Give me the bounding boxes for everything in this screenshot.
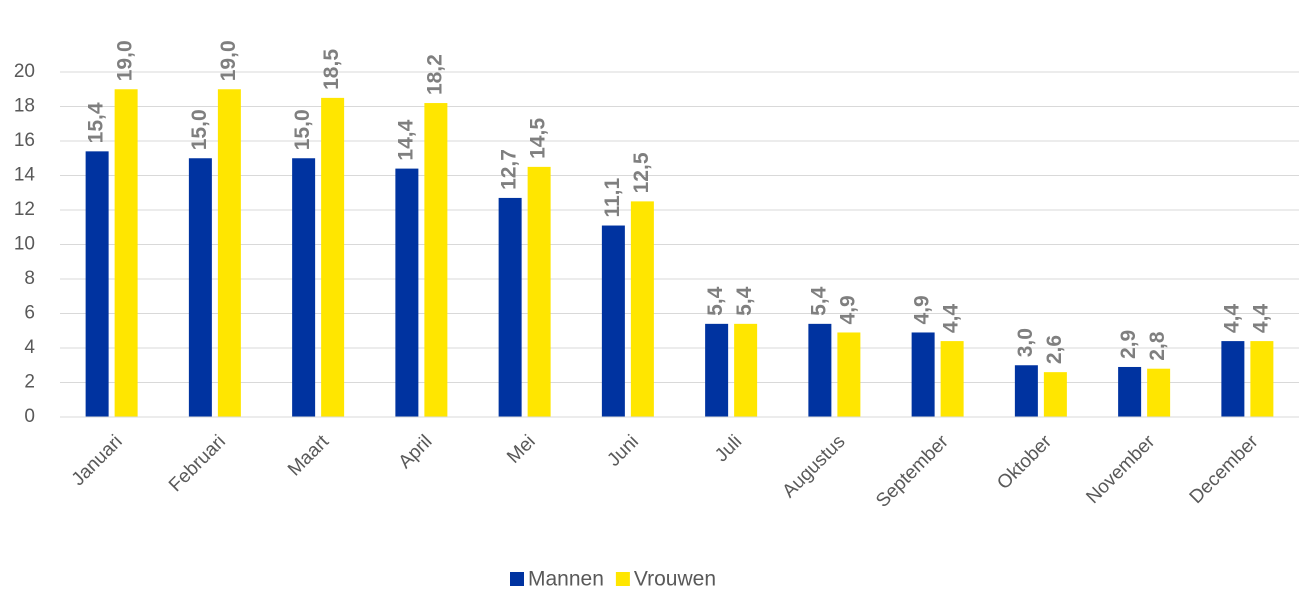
value-label: 4,9 (836, 295, 859, 324)
value-label: 5,4 (733, 286, 756, 316)
bar (498, 197, 522, 417)
value-label: 4,4 (940, 304, 963, 334)
x-tick-label: December (1186, 431, 1263, 508)
legend-swatch (615, 572, 630, 586)
bar (424, 103, 448, 418)
bar (85, 151, 109, 417)
bar (217, 89, 241, 417)
value-label: 2,9 (1117, 330, 1140, 359)
legend: Mannen Vrouwen (510, 568, 716, 591)
value-label: 2,8 (1146, 331, 1169, 361)
value-label: 14,4 (394, 119, 417, 160)
y-tick-label: 20 (14, 61, 35, 82)
legend-label: Mannen (528, 568, 604, 591)
y-tick-label: 6 (24, 303, 35, 324)
bar (114, 89, 138, 417)
value-label: 12,5 (630, 152, 653, 193)
bar (705, 323, 729, 417)
y-tick-label: 12 (14, 199, 35, 220)
x-tick-label: November (1082, 431, 1159, 508)
value-label: 15,0 (291, 109, 314, 150)
legend-swatch (510, 572, 524, 586)
bar (188, 158, 212, 417)
bar (321, 97, 345, 417)
bar (601, 225, 625, 417)
value-label: 15,0 (188, 109, 211, 150)
x-tick-label: Juni (603, 431, 642, 470)
bar (734, 323, 758, 417)
value-label: 15,4 (85, 102, 108, 143)
bar (1014, 365, 1038, 417)
y-tick-label: 10 (14, 234, 35, 255)
value-label: 18,2 (423, 54, 446, 95)
bar (527, 166, 551, 417)
legend-label: Vrouwen (634, 568, 716, 591)
x-tick-label: Februari (165, 431, 230, 496)
y-tick-label: 0 (24, 406, 35, 427)
bar (808, 323, 832, 417)
x-tick-label: Maart (284, 431, 334, 481)
bar (1147, 368, 1171, 417)
value-label: 4,4 (1249, 304, 1272, 334)
x-tick-label: Juli (711, 431, 746, 466)
value-label: 5,4 (704, 286, 727, 316)
bar (292, 158, 316, 417)
bar (395, 168, 419, 417)
x-tick-label: Augustus (779, 431, 850, 502)
value-label: 12,7 (498, 149, 521, 190)
x-tick-label: September (872, 431, 953, 512)
x-tick-label: April (395, 431, 437, 473)
bar (1118, 366, 1142, 417)
bar (837, 332, 861, 417)
value-label: 4,4 (1220, 304, 1243, 334)
bar (1043, 372, 1067, 417)
y-tick-label: 8 (24, 268, 35, 289)
x-tick-label: Oktober (993, 431, 1056, 494)
value-label: 4,9 (911, 295, 934, 324)
value-label: 3,0 (1014, 328, 1037, 357)
bar (1250, 341, 1274, 417)
value-label: 2,6 (1043, 335, 1066, 364)
y-tick-label: 16 (14, 130, 35, 151)
value-label: 18,5 (320, 49, 343, 90)
y-tick-label: 18 (14, 96, 35, 117)
value-label: 19,0 (114, 40, 137, 81)
y-tick-label: 2 (24, 372, 35, 393)
x-tick-label: Mei (503, 431, 540, 468)
bar (630, 201, 654, 417)
bar (1221, 341, 1245, 417)
bar (940, 341, 964, 417)
x-tick-label: Januari (68, 431, 127, 490)
bar (911, 332, 935, 417)
value-label: 14,5 (527, 118, 550, 159)
y-tick-label: 4 (24, 337, 35, 358)
value-label: 19,0 (217, 40, 240, 81)
value-label: 5,4 (807, 286, 830, 316)
y-tick-label: 14 (14, 165, 36, 186)
value-label: 11,1 (601, 177, 624, 217)
